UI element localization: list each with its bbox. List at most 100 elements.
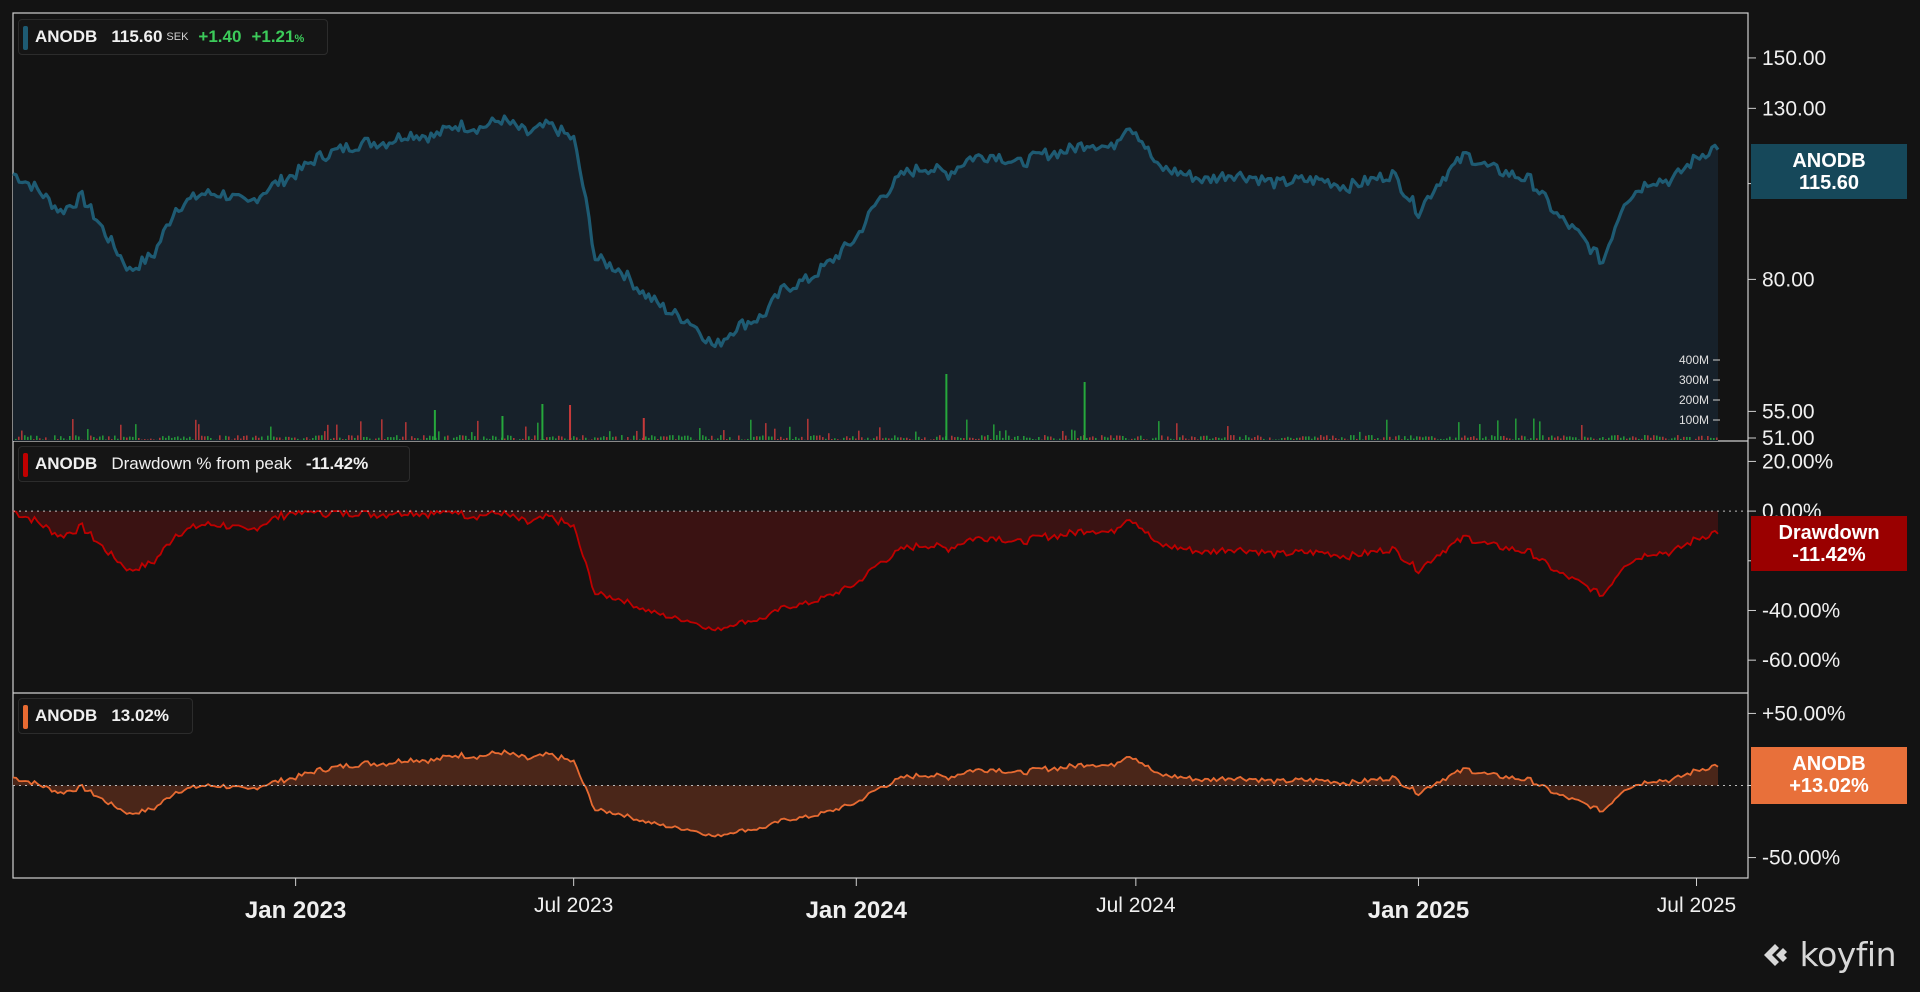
badge-price-bg bbox=[1751, 144, 1907, 199]
volume-bar bbox=[402, 436, 404, 440]
legend-price-symbol: ANODB bbox=[35, 27, 98, 46]
volume-bar bbox=[531, 439, 533, 440]
volume-bar bbox=[1389, 436, 1391, 440]
volume-bar bbox=[234, 438, 236, 440]
volume-bar bbox=[1341, 437, 1343, 440]
badge-price-line2: 115.60 bbox=[1799, 172, 1859, 194]
volume-bar bbox=[378, 437, 380, 440]
volume-bar bbox=[270, 426, 272, 440]
volume-bar bbox=[1155, 437, 1157, 440]
volume-bar bbox=[729, 437, 731, 440]
volume-bar bbox=[591, 439, 593, 440]
volume-bar bbox=[483, 436, 485, 440]
legend-return[interactable]: ANODB 13.02% bbox=[18, 698, 193, 734]
volume-bar bbox=[1587, 437, 1589, 440]
volume-bar bbox=[1581, 425, 1583, 440]
volume-bar bbox=[1212, 438, 1214, 440]
volume-bar bbox=[15, 438, 17, 440]
volume-bar bbox=[537, 422, 539, 440]
volume-bar bbox=[180, 438, 182, 440]
x-tick-label: Jan 2023 bbox=[245, 897, 346, 924]
volume-bar bbox=[597, 437, 599, 440]
volume-bar bbox=[1194, 437, 1196, 440]
volume-bar bbox=[1713, 438, 1715, 440]
volume-tick-label: 100M bbox=[1679, 413, 1709, 427]
volume-bar bbox=[756, 436, 758, 440]
volume-bar bbox=[1665, 438, 1667, 440]
volume-bar bbox=[1032, 438, 1034, 440]
volume-bar bbox=[1365, 435, 1367, 440]
volume-bar bbox=[45, 437, 47, 440]
volume-bar bbox=[129, 436, 131, 440]
volume-bar bbox=[405, 422, 407, 440]
volume-bar bbox=[309, 439, 311, 440]
volume-bar bbox=[1461, 437, 1463, 440]
volume-bar bbox=[1677, 435, 1679, 440]
volume-bar bbox=[75, 435, 77, 440]
volume-bar bbox=[1659, 436, 1661, 440]
return-area bbox=[13, 750, 1718, 837]
volume-bar bbox=[1224, 437, 1226, 440]
volume-bar bbox=[1593, 438, 1595, 440]
volume-bar bbox=[1680, 438, 1682, 440]
volume-bar bbox=[1029, 437, 1031, 440]
return-tick-label: +50.00% bbox=[1762, 702, 1846, 725]
volume-bar bbox=[276, 437, 278, 440]
drawdown-area bbox=[13, 511, 1718, 631]
volume-bar bbox=[396, 435, 398, 440]
volume-bar bbox=[1542, 435, 1544, 440]
volume-bar bbox=[615, 436, 617, 440]
volume-bar bbox=[375, 438, 377, 440]
price-tick-label: 55.00 bbox=[1762, 400, 1815, 423]
volume-bar bbox=[888, 438, 890, 440]
volume-bar bbox=[360, 421, 362, 440]
volume-bar bbox=[267, 435, 269, 440]
volume-bar bbox=[159, 437, 161, 440]
legend-price[interactable]: ANODB 115.60 SEK +1.40 +1.21% bbox=[18, 19, 328, 55]
volume-bar bbox=[1557, 436, 1559, 440]
koyfin-logo: koyfin bbox=[1760, 935, 1897, 974]
volume-bar bbox=[135, 424, 137, 440]
volume-bar bbox=[657, 439, 659, 440]
volume-bar bbox=[429, 435, 431, 440]
volume-bar bbox=[1497, 420, 1499, 440]
volume-bar bbox=[1458, 422, 1460, 440]
volume-bar bbox=[726, 439, 728, 440]
volume-bar bbox=[969, 437, 971, 440]
volume-bar bbox=[996, 435, 998, 440]
volume-bar bbox=[600, 437, 602, 440]
volume-bar bbox=[825, 438, 827, 440]
volume-bar bbox=[612, 436, 614, 440]
volume-bar bbox=[1089, 437, 1091, 440]
legend-return-value: 13.02% bbox=[111, 706, 170, 725]
volume-bar bbox=[1644, 435, 1646, 440]
volume-bar bbox=[78, 436, 80, 440]
volume-bar bbox=[741, 439, 743, 440]
volume-bar bbox=[852, 436, 854, 440]
volume-bar bbox=[765, 423, 767, 440]
volume-bar bbox=[819, 435, 821, 440]
volume-bar bbox=[1296, 437, 1298, 440]
volume-bar bbox=[1611, 435, 1613, 440]
volume-bar bbox=[390, 437, 392, 440]
volume-bar bbox=[1293, 438, 1295, 440]
volume-bar bbox=[348, 435, 350, 440]
volume-bar bbox=[780, 436, 782, 440]
volume-bar bbox=[1539, 421, 1541, 440]
legend-drawdown[interactable]: ANODB Drawdown % from peak -11.42% bbox=[18, 446, 410, 482]
volume-bar bbox=[1686, 436, 1688, 440]
volume-bar bbox=[723, 430, 725, 440]
volume-bar bbox=[150, 438, 152, 440]
volume-bar bbox=[1017, 435, 1019, 440]
volume-bar bbox=[198, 424, 200, 440]
volume-bar bbox=[1197, 439, 1199, 440]
volume-bar bbox=[1302, 436, 1304, 440]
volume-bar bbox=[1074, 430, 1076, 440]
volume-bar bbox=[972, 437, 974, 440]
volume-bar bbox=[858, 430, 860, 440]
volume-bar bbox=[1038, 437, 1040, 440]
volume-bar bbox=[294, 437, 296, 440]
volume-bar bbox=[1314, 436, 1316, 440]
volume-bar bbox=[1125, 438, 1127, 440]
volume-bar bbox=[1416, 436, 1418, 440]
